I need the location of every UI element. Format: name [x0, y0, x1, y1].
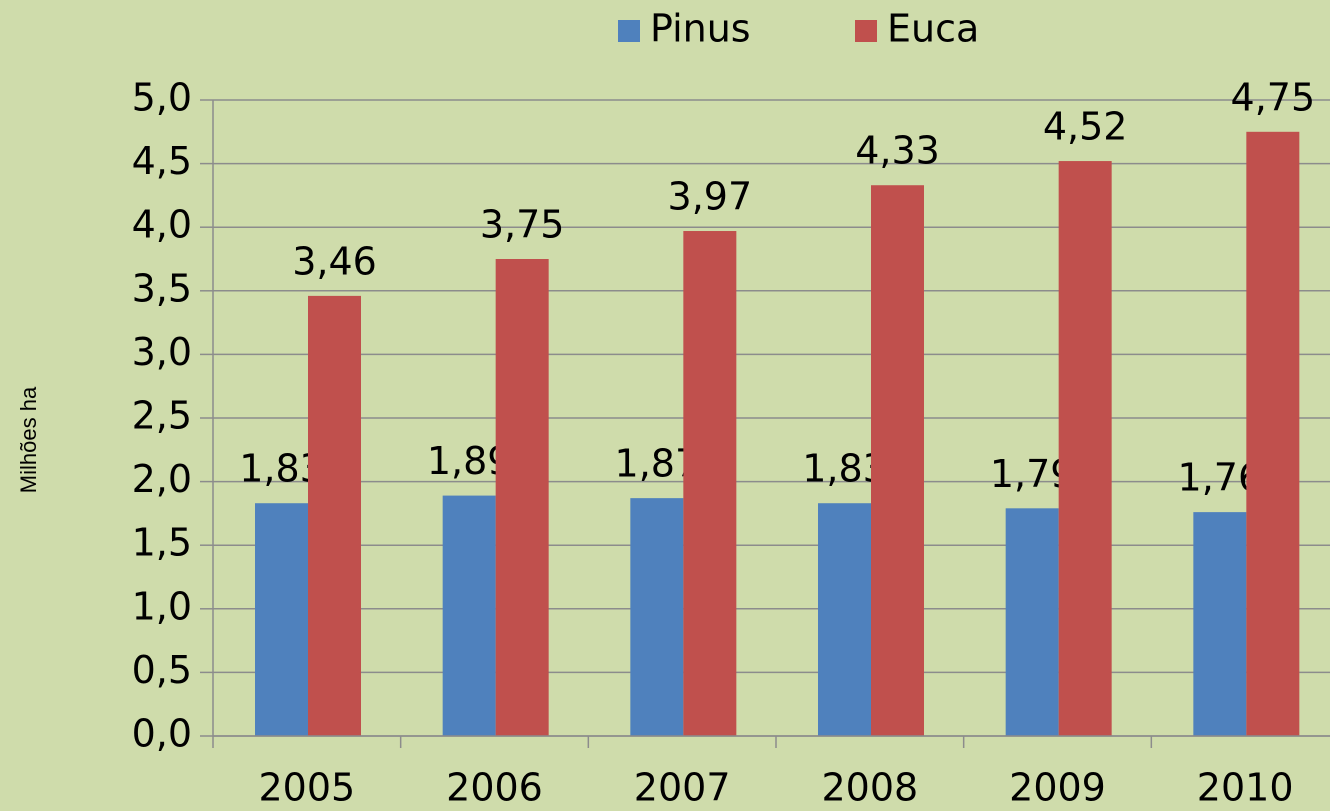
y-tick-label: 3,5	[132, 266, 192, 310]
y-tick-label: 2,0	[132, 457, 192, 501]
y-tick-label: 2,5	[132, 394, 192, 438]
x-tick-label: 2008	[821, 766, 918, 810]
legend-swatch	[855, 20, 877, 42]
x-tick-label: 2005	[258, 766, 355, 810]
x-tick-label: 2006	[446, 766, 543, 810]
legend-label: Pinus	[650, 7, 751, 51]
value-label: 4,75	[1231, 75, 1316, 119]
y-tick-label: 1,0	[132, 584, 192, 628]
bar	[683, 231, 737, 737]
bar	[871, 185, 924, 736]
value-label: 4,33	[855, 129, 940, 173]
bar	[818, 503, 871, 736]
bar	[630, 498, 684, 736]
value-label: 3,46	[292, 239, 377, 283]
legend-swatch	[618, 20, 640, 42]
x-tick-label: 2007	[634, 766, 731, 810]
value-label: 3,75	[480, 203, 565, 247]
bar	[255, 503, 308, 736]
bar	[442, 495, 496, 736]
bar	[1246, 131, 1300, 737]
bar	[1058, 161, 1112, 736]
y-tick-label: 3,0	[132, 330, 192, 374]
value-label: 4,52	[1043, 105, 1128, 149]
x-tick-label: 2009	[1009, 766, 1106, 810]
y-tick-label: 4,5	[132, 139, 192, 183]
bar	[495, 259, 549, 736]
value-label: 3,97	[668, 175, 753, 219]
x-tick-label: 2010	[1197, 766, 1294, 810]
y-tick-label: 0,0	[132, 712, 192, 756]
y-axis-label: Milhões ha	[16, 386, 41, 493]
y-tick-label: 1,5	[132, 521, 192, 565]
legend-label: Euca	[887, 7, 979, 51]
y-tick-label: 5,0	[132, 76, 192, 120]
bar	[308, 295, 361, 736]
y-tick-label: 4,0	[132, 203, 192, 247]
bar	[1193, 512, 1247, 736]
y-tick-label: 0,5	[132, 648, 192, 692]
bar	[1005, 508, 1059, 736]
